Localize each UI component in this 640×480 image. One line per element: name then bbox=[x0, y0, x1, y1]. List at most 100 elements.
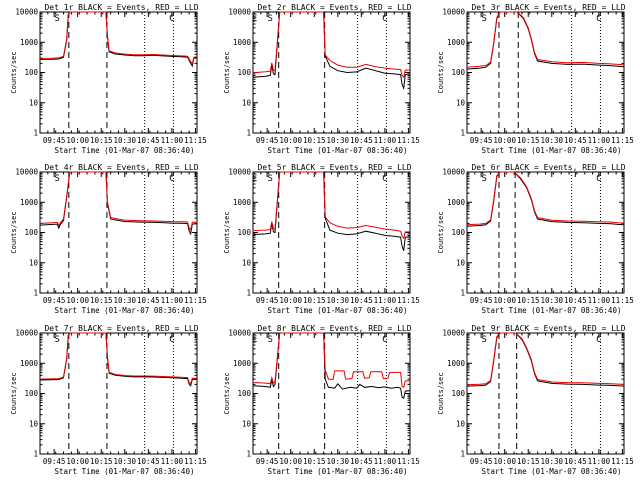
y-tick-label: 100 bbox=[451, 228, 465, 237]
event-marker-e: E bbox=[252, 174, 257, 184]
x-tick-label: 11:00 bbox=[161, 296, 184, 305]
series-line-lld bbox=[466, 332, 625, 386]
y-axis-label: Counts/sec bbox=[10, 211, 18, 253]
x-tick-label: 11:15 bbox=[397, 136, 420, 145]
x-tick-label: 10:00 bbox=[279, 296, 302, 305]
x-tick-label: 10:45 bbox=[350, 296, 373, 305]
event-marker-s: S bbox=[268, 174, 273, 184]
event-marker-s: S bbox=[482, 174, 487, 184]
x-tick-label: 09:45 bbox=[256, 457, 279, 466]
x-tick-label: 11:00 bbox=[374, 136, 397, 145]
event-marker-c: C bbox=[169, 14, 174, 24]
x-tick-label: 10:15 bbox=[303, 136, 326, 145]
x-tick-label: 10:00 bbox=[493, 136, 516, 145]
y-tick-label: 100 bbox=[237, 68, 251, 77]
y-tick-label: 100 bbox=[451, 389, 465, 398]
y-tick-label: 10000 bbox=[228, 329, 251, 338]
y-tick-label: 1 bbox=[246, 450, 251, 459]
y-tick-label: 100 bbox=[237, 228, 251, 237]
panel-det-2: 1 10 100 1000 10000 09:45 10:00 10:15 10:30 10:45… bbox=[223, 3, 420, 155]
y-tick-label: 10 bbox=[456, 419, 466, 428]
event-marker-e: E bbox=[252, 335, 257, 345]
x-tick-label: 10:30 bbox=[540, 457, 563, 466]
panel-det-8: 1 10 100 1000 10000 09:45 10:00 10:15 10:30 10:45… bbox=[223, 324, 420, 476]
y-tick-label: 1000 bbox=[20, 38, 39, 47]
y-tick-label: 10 bbox=[242, 258, 252, 267]
event-marker-s: S bbox=[482, 335, 487, 345]
x-axis-label: Start Time (01-Mar-07 08:36:40) bbox=[482, 146, 622, 155]
panel-title: Det 6r BLACK = Events, RED = LLD bbox=[471, 163, 625, 172]
x-tick-label: 10:00 bbox=[493, 296, 516, 305]
x-tick-label: 10:15 bbox=[90, 136, 113, 145]
event-marker-s: S bbox=[268, 335, 273, 345]
x-tick-label: 10:30 bbox=[113, 296, 136, 305]
y-tick-label: 1 bbox=[246, 129, 251, 138]
x-tick-label: 10:45 bbox=[350, 136, 373, 145]
x-tick-label: 10:45 bbox=[137, 457, 160, 466]
y-tick-label: 1000 bbox=[447, 198, 466, 207]
series-line-lld bbox=[252, 11, 410, 79]
panel-det-4: 1 10 100 1000 10000 09:45 10:00 10:15 10:30 10:45… bbox=[10, 163, 207, 315]
x-tick-label: 10:15 bbox=[90, 457, 113, 466]
x-tick-label: 11:15 bbox=[397, 296, 420, 305]
event-marker-c: C bbox=[596, 335, 601, 345]
y-tick-label: 100 bbox=[24, 389, 38, 398]
x-tick-label: 10:15 bbox=[303, 296, 326, 305]
x-tick-label: 10:00 bbox=[279, 457, 302, 466]
panel-det-1: 1 10 100 1000 10000 09:45 10:00 10:15 10:30 10:45… bbox=[10, 3, 207, 155]
x-tick-label: 10:30 bbox=[113, 457, 136, 466]
x-tick-label: 09:45 bbox=[43, 136, 66, 145]
event-marker-e: E bbox=[252, 14, 257, 24]
y-axis-label: Counts/sec bbox=[437, 211, 445, 253]
x-tick-label: 10:30 bbox=[540, 296, 563, 305]
y-tick-label: 10 bbox=[456, 98, 466, 107]
y-tick-label: 10000 bbox=[442, 168, 465, 177]
y-tick-label: 100 bbox=[24, 228, 38, 237]
series-line-events bbox=[252, 332, 411, 399]
series-line-lld bbox=[252, 332, 410, 389]
event-marker-c: C bbox=[596, 14, 601, 24]
x-tick-label: 10:45 bbox=[350, 457, 373, 466]
y-tick-label: 10000 bbox=[442, 329, 465, 338]
event-marker-c: C bbox=[596, 174, 601, 184]
x-tick-label: 11:15 bbox=[184, 457, 207, 466]
panel-title: Det 9r BLACK = Events, RED = LLD bbox=[471, 324, 625, 333]
x-tick-label: 09:45 bbox=[256, 296, 279, 305]
y-tick-label: 1000 bbox=[20, 359, 39, 368]
y-tick-label: 1 bbox=[460, 450, 465, 459]
x-tick-label: 11:00 bbox=[161, 457, 184, 466]
y-tick-label: 1 bbox=[33, 129, 38, 138]
x-axis-label: Start Time (01-Mar-07 08:36:40) bbox=[55, 467, 195, 476]
panel-title: Det 3r BLACK = Events, RED = LLD bbox=[471, 3, 625, 12]
x-tick-label: 10:45 bbox=[564, 136, 587, 145]
y-tick-label: 1000 bbox=[447, 38, 466, 47]
y-tick-label: 10 bbox=[29, 258, 39, 267]
y-tick-label: 10000 bbox=[15, 168, 38, 177]
x-tick-label: 10:00 bbox=[66, 457, 89, 466]
y-axis-label: Counts/sec bbox=[437, 372, 445, 414]
panel-title: Det 8r BLACK = Events, RED = LLD bbox=[257, 324, 411, 333]
x-tick-label: 09:45 bbox=[256, 136, 279, 145]
panel-title: Det 7r BLACK = Events, RED = LLD bbox=[44, 324, 198, 333]
panel-title: Det 5r BLACK = Events, RED = LLD bbox=[257, 163, 411, 172]
panel-title: Det 2r BLACK = Events, RED = LLD bbox=[257, 3, 411, 12]
y-tick-label: 10000 bbox=[15, 329, 38, 338]
panel-det-9: 1 10 100 1000 10000 09:45 10:00 10:15 10:30 10:45… bbox=[437, 324, 634, 476]
series-line-events bbox=[40, 11, 198, 68]
x-tick-label: 11:15 bbox=[611, 136, 634, 145]
x-tick-label: 11:15 bbox=[611, 296, 634, 305]
event-marker-s: S bbox=[55, 335, 60, 345]
x-tick-label: 10:00 bbox=[66, 296, 89, 305]
x-tick-label: 10:15 bbox=[90, 296, 113, 305]
series-line-lld bbox=[39, 11, 198, 65]
y-tick-label: 10000 bbox=[228, 168, 251, 177]
event-marker-s: S bbox=[55, 174, 60, 184]
x-axis-label: Start Time (01-Mar-07 08:36:40) bbox=[482, 306, 622, 315]
x-tick-label: 10:45 bbox=[564, 296, 587, 305]
y-tick-label: 1000 bbox=[20, 198, 39, 207]
series-line-lld bbox=[466, 171, 625, 226]
event-marker-c: C bbox=[169, 335, 174, 345]
y-tick-label: 1 bbox=[33, 450, 38, 459]
x-tick-label: 10:15 bbox=[517, 136, 540, 145]
x-tick-label: 11:00 bbox=[588, 457, 611, 466]
